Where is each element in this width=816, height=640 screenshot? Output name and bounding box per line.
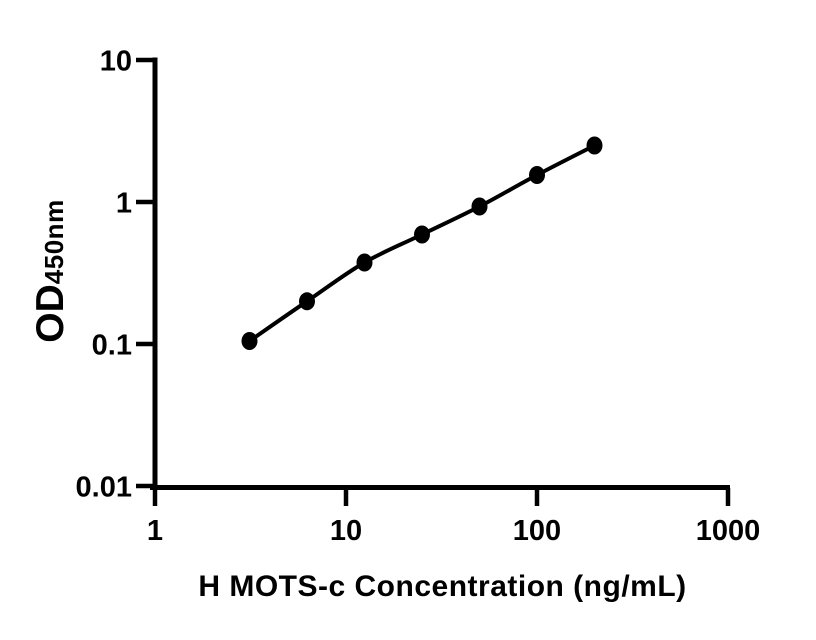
x-axis-title: H MOTS-c Concentration (ng/mL) <box>198 570 687 603</box>
axes <box>136 57 731 506</box>
y-axis-title-subscript: 450nm <box>39 199 69 285</box>
x-tick-label: 1000 <box>696 515 761 547</box>
x-tick-label: 10 <box>330 515 362 547</box>
y-tick-label: 1 <box>116 188 132 220</box>
data-point <box>529 166 545 184</box>
data-point <box>414 225 430 244</box>
y-tick-label: 0.1 <box>92 330 132 362</box>
data-point <box>241 332 258 350</box>
y-tick-label: 10 <box>100 46 132 78</box>
data-points <box>241 136 603 350</box>
x-tick-label: 1 <box>147 515 163 547</box>
data-point <box>586 136 603 155</box>
tick-labels: 10 1 0.1 0.01 1 10 100 1000 <box>76 46 761 548</box>
data-point <box>299 292 315 311</box>
y-axis-title-main: OD <box>29 284 72 343</box>
data-point <box>356 253 373 272</box>
y-tick-label: 0.01 <box>76 472 132 504</box>
x-tick-label: 100 <box>513 515 561 547</box>
data-point <box>471 197 488 216</box>
y-axis-title: OD450nm <box>29 199 73 342</box>
